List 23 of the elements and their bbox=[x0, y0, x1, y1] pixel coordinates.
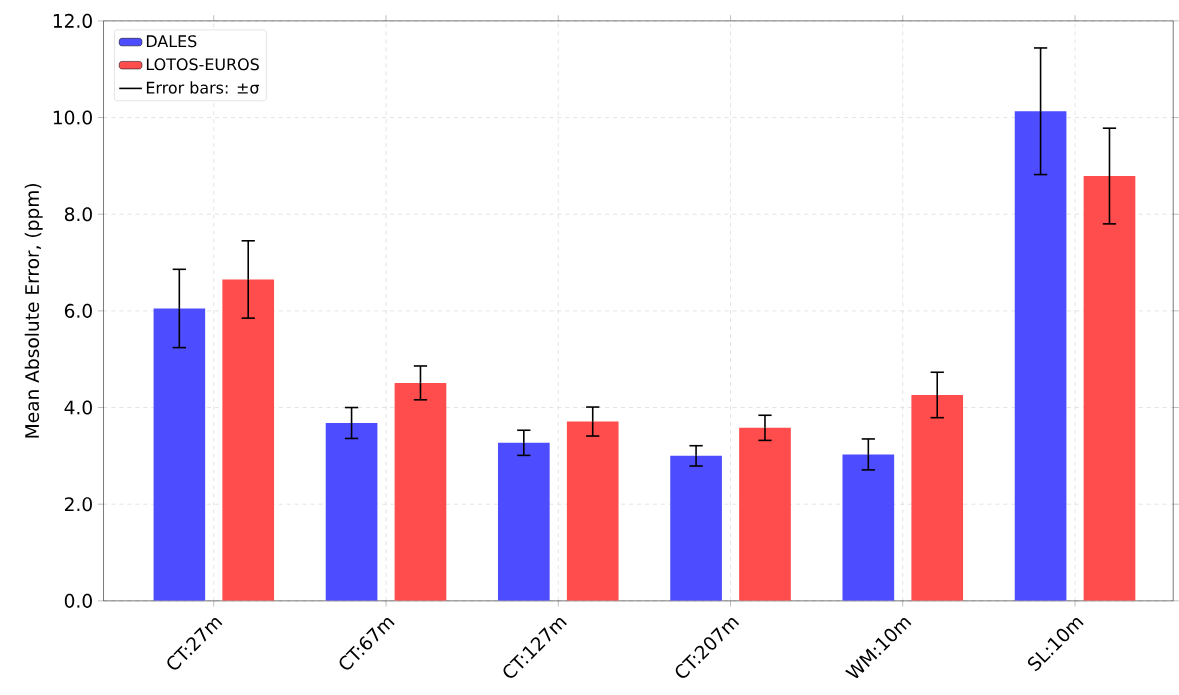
y-tick-label: 4.0 bbox=[64, 400, 92, 415]
bar bbox=[1083, 176, 1136, 601]
bar bbox=[670, 455, 722, 601]
bar bbox=[566, 421, 619, 601]
bar bbox=[325, 423, 378, 601]
y-tick-label: 6.0 bbox=[64, 303, 92, 319]
legend-label: DALES bbox=[146, 35, 197, 48]
y-tick-label: 2.0 bbox=[64, 497, 92, 512]
annotation: Error bars: ±σ bbox=[146, 81, 260, 94]
bar bbox=[1014, 111, 1067, 601]
y-tick-label: 12.0 bbox=[53, 13, 92, 29]
y-tick-label: 8.0 bbox=[64, 207, 92, 222]
bar bbox=[153, 308, 206, 601]
bar bbox=[222, 279, 275, 601]
bar bbox=[842, 454, 895, 601]
bar bbox=[739, 427, 791, 601]
legend-label: LOTOS-EUROS bbox=[146, 58, 259, 71]
y-tick-label: 10.0 bbox=[53, 110, 92, 125]
bar bbox=[394, 383, 447, 601]
bar bbox=[911, 395, 964, 601]
bar bbox=[497, 442, 550, 601]
y-tick-label: 0.0 bbox=[64, 593, 92, 609]
y-axis-title: Mean Absolute Error, (ppm) bbox=[24, 184, 43, 438]
